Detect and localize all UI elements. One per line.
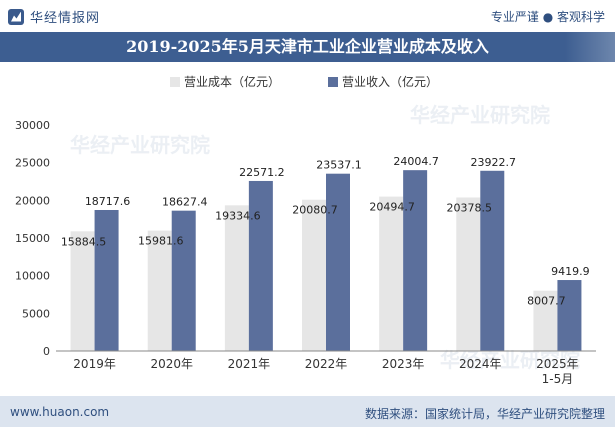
y-tick-label: 5000 bbox=[22, 307, 50, 320]
x-tick-label: 2025年 1-5月 bbox=[536, 357, 579, 386]
x-axis: 2019年 2020年 2021年 2022年 2023年 2024年 2025年 1-5月 bbox=[56, 350, 596, 386]
top-bar: 华经情报网 专业严谨 ● 客观科学 bbox=[0, 0, 615, 32]
footer-source: 数据来源：国家统计局，华经产业研究院整理 bbox=[364, 407, 605, 421]
data-label: 23537.1 bbox=[316, 159, 362, 172]
chart-title: 2019-2025年5月天津市工业企业营业成本及收入 bbox=[0, 32, 615, 62]
data-labels: 15884.5 18717.6 15981.6 18627.4 19334.6 22571… bbox=[61, 155, 590, 308]
legend-label-2: 营业收入（亿元） bbox=[342, 74, 438, 89]
bar-revenue bbox=[94, 209, 119, 351]
bar-cost bbox=[456, 197, 481, 351]
data-label: 18717.6 bbox=[85, 195, 131, 208]
x-tick-label: 2024年 bbox=[459, 357, 502, 371]
x-tick-label: 2020年 bbox=[150, 357, 193, 371]
y-tick-label: 10000 bbox=[15, 270, 50, 283]
bars bbox=[70, 170, 582, 351]
footer: www.huaon.com 数据来源：国家统计局，华经产业研究院整理 bbox=[0, 396, 615, 427]
watermark: 华经产业研究院 bbox=[70, 133, 210, 157]
data-label: 20494.7 bbox=[369, 201, 415, 214]
brand[interactable]: 华经情报网 bbox=[8, 7, 100, 26]
y-axis: 0 5000 10000 15000 20000 25000 30000 bbox=[15, 119, 50, 358]
brand-name: 华经情报网 bbox=[30, 11, 101, 26]
legend-label-1: 营业成本（亿元） bbox=[184, 74, 280, 89]
y-tick-label: 20000 bbox=[15, 194, 50, 207]
bar-cost bbox=[70, 231, 95, 351]
data-label: 20378.5 bbox=[447, 201, 493, 214]
y-tick-label: 30000 bbox=[15, 119, 50, 132]
bar-revenue bbox=[171, 210, 196, 351]
x-tick-label: 2019年 bbox=[73, 357, 116, 371]
legend: 营业成本（亿元） 营业收入（亿元） bbox=[170, 74, 438, 89]
data-label: 24004.7 bbox=[393, 155, 439, 168]
watermark: 华经产业研究院 bbox=[440, 348, 580, 372]
data-label: 23922.7 bbox=[471, 156, 517, 169]
bar-cost bbox=[533, 290, 558, 351]
bar-revenue bbox=[248, 180, 273, 351]
bar-revenue bbox=[480, 170, 505, 351]
y-tick-label: 0 bbox=[43, 345, 50, 358]
watermark: 华经产业研究院 bbox=[410, 103, 550, 127]
y-tick-label: 15000 bbox=[15, 232, 50, 245]
data-label: 15884.5 bbox=[61, 235, 107, 248]
y-tick-label: 25000 bbox=[15, 157, 50, 170]
data-label: 8007.7 bbox=[527, 295, 566, 308]
data-label: 20080.7 bbox=[292, 204, 338, 217]
data-label: 19334.6 bbox=[215, 209, 261, 222]
tagline: 专业严谨 ● 客观科学 bbox=[490, 10, 605, 24]
bar-revenue bbox=[326, 173, 350, 351]
legend-swatch-1 bbox=[170, 77, 180, 87]
bar-cost bbox=[302, 199, 326, 351]
chart-logo-icon bbox=[8, 8, 24, 25]
bar-revenue bbox=[557, 280, 582, 351]
x-tick-label: 2022年 bbox=[305, 357, 348, 371]
data-label: 22571.2 bbox=[239, 166, 285, 179]
x-tick-label: 2021年 bbox=[228, 357, 271, 371]
data-label: 15981.6 bbox=[138, 235, 184, 248]
bar-revenue bbox=[403, 170, 428, 351]
data-label: 9419.9 bbox=[551, 265, 590, 278]
title-decoration bbox=[565, 32, 615, 62]
bar-cost bbox=[379, 196, 404, 351]
bar-cost bbox=[224, 205, 249, 351]
bar-cost bbox=[147, 230, 172, 351]
legend-swatch-2 bbox=[328, 77, 338, 87]
footer-url[interactable]: www.huaon.com bbox=[10, 405, 110, 419]
data-label: 18627.4 bbox=[162, 196, 208, 209]
x-tick-label: 2023年 bbox=[382, 357, 425, 371]
